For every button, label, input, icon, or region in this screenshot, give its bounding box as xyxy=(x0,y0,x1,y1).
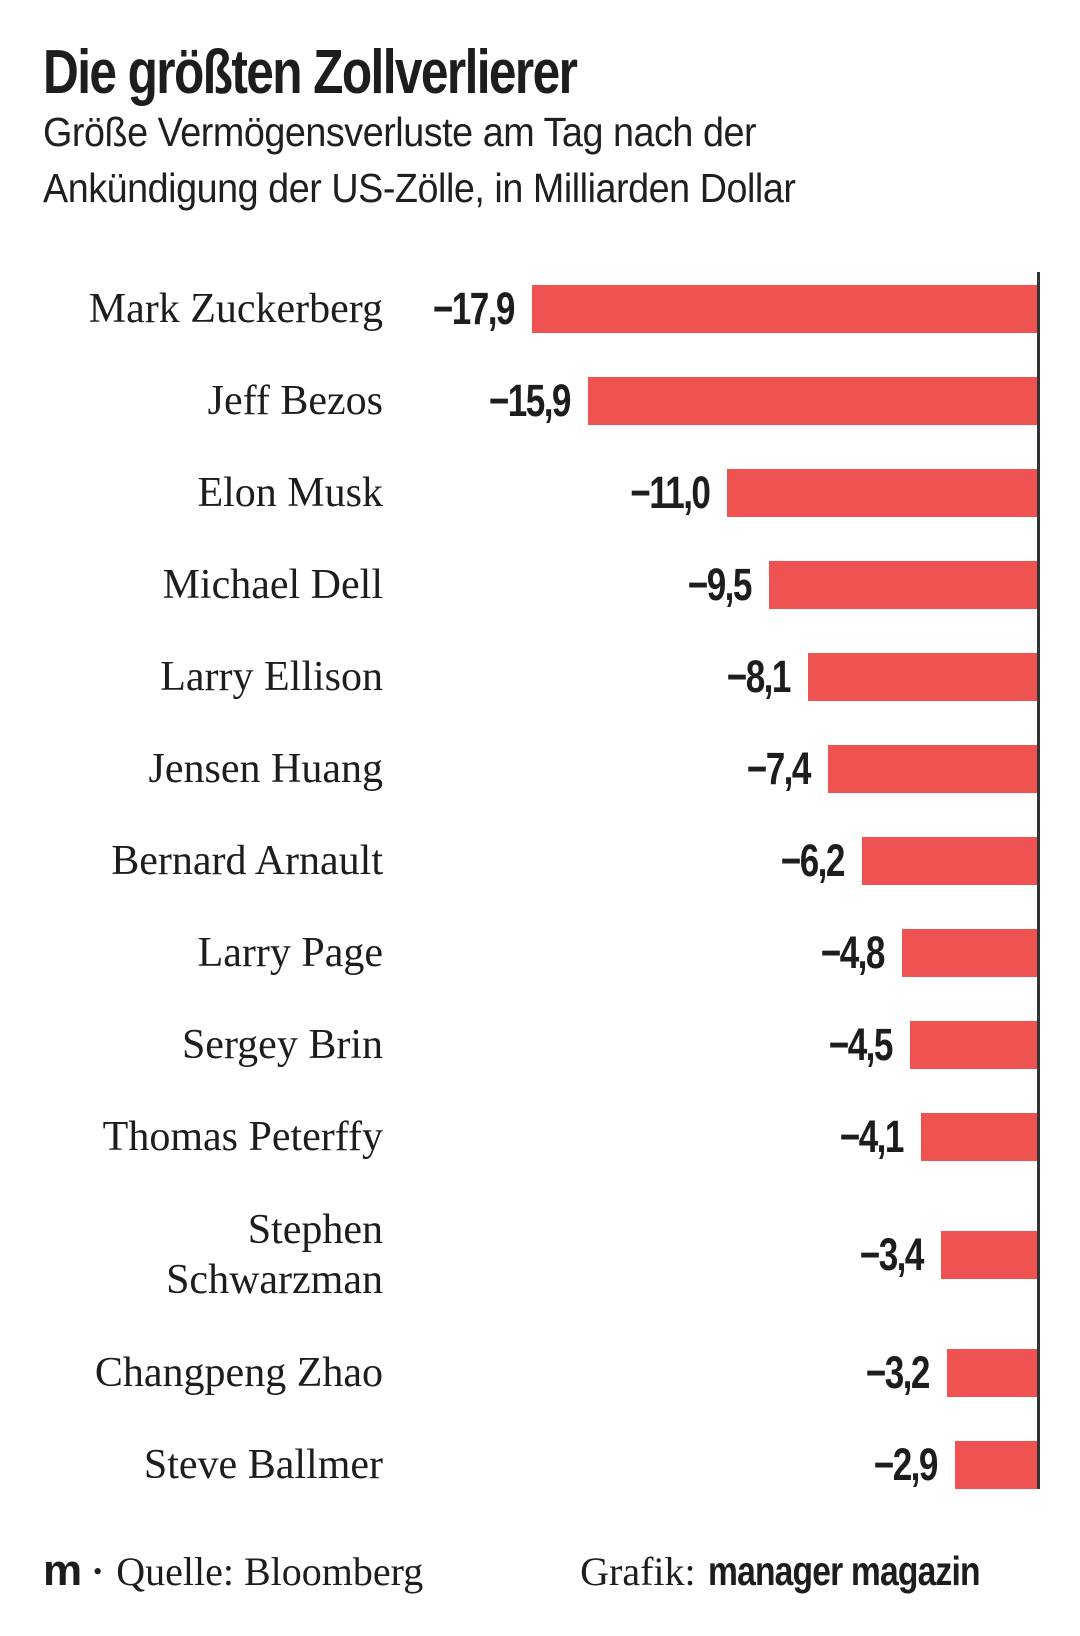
bar xyxy=(910,1021,1037,1069)
bar-label: Bernard Arnault xyxy=(111,838,383,884)
bar-value-text: −9,5 xyxy=(687,559,753,610)
bar-value-label: −3,2 xyxy=(848,1327,931,1419)
bar-value-text: −11,0 xyxy=(629,467,711,518)
chart-title: Die größten Zollverlierer xyxy=(43,38,578,107)
bar-value-text: −3,2 xyxy=(865,1347,931,1398)
brand-m-logo: m xyxy=(43,1546,82,1595)
bar-value-text: −6,2 xyxy=(780,835,846,886)
bar-value-text: −4,1 xyxy=(839,1111,905,1162)
bar-value-text: −8,1 xyxy=(726,651,792,702)
bar xyxy=(727,469,1037,517)
bar-label: Thomas Peterffy xyxy=(102,1114,383,1160)
bar-value-text: −4,5 xyxy=(828,1019,894,1070)
bar xyxy=(532,285,1037,333)
bar-value-label: −15,9 xyxy=(466,355,572,447)
bar-value-text: −2,9 xyxy=(873,1439,939,1490)
bar xyxy=(588,377,1037,425)
bar xyxy=(947,1349,1037,1397)
footer-credit-block: Grafik: manager magazin xyxy=(580,1543,1039,1599)
bar xyxy=(921,1113,1037,1161)
bar xyxy=(902,929,1037,977)
bar-label: Jeff Bezos xyxy=(207,378,383,424)
bar-label: Jensen Huang xyxy=(148,746,383,792)
bar-value-label: −7,4 xyxy=(729,723,812,815)
bar xyxy=(862,837,1037,885)
bar-value-label: −11,0 xyxy=(608,447,711,539)
bar xyxy=(941,1231,1037,1279)
bar-label: Mark Zuckerberg xyxy=(88,286,383,332)
bar xyxy=(769,561,1037,609)
bar-value-text: −3,4 xyxy=(859,1229,925,1280)
bar-label: Larry Page xyxy=(197,930,383,976)
footer-source-block: m • Quelle: Bloomberg xyxy=(43,1543,423,1599)
credit-brand: manager magazin xyxy=(707,1547,981,1594)
bar xyxy=(955,1441,1037,1489)
bar-value-text: −7,4 xyxy=(746,743,812,794)
bar-value-text: −17,9 xyxy=(432,283,516,334)
bar-value-label: −9,5 xyxy=(670,539,753,631)
bar-value-text: −4,8 xyxy=(820,927,886,978)
bar-value-label: −17,9 xyxy=(410,263,516,355)
zero-axis-line xyxy=(1037,272,1040,1489)
bar-label: Stephen Schwarzman xyxy=(166,1207,383,1303)
bar xyxy=(808,653,1037,701)
bullet-separator: • xyxy=(93,1557,103,1586)
bar-label: Changpeng Zhao xyxy=(94,1350,383,1396)
bar-value-text: −15,9 xyxy=(488,375,572,426)
bar-value-label: −4,8 xyxy=(803,907,886,999)
bar-value-label: −4,1 xyxy=(822,1091,905,1183)
bar-label: Steve Ballmer xyxy=(143,1442,383,1488)
bar-label: Larry Ellison xyxy=(160,654,383,700)
bar-label: Elon Musk xyxy=(197,470,383,516)
bar-value-label: −3,4 xyxy=(842,1183,925,1327)
bar-value-label: −6,2 xyxy=(763,815,846,907)
bar xyxy=(828,745,1037,793)
bar-label: Sergey Brin xyxy=(181,1022,383,1068)
bar-value-label: −2,9 xyxy=(856,1419,939,1511)
bar-label: Michael Dell xyxy=(162,562,383,608)
bar-value-label: −8,1 xyxy=(709,631,792,723)
source-text: Quelle: Bloomberg xyxy=(116,1548,424,1594)
credit-prefix: Grafik: xyxy=(580,1548,696,1594)
chart-subtitle-line2: Ankündigung der US-Zölle, in Milliarden … xyxy=(43,165,796,211)
chart-subtitle-line1: Größe Vermögensverluste am Tag nach der xyxy=(43,109,757,155)
chart-subtitle: Größe Vermögensverluste am Tag nach der … xyxy=(43,104,796,216)
bar-value-label: −4,5 xyxy=(811,999,894,1091)
